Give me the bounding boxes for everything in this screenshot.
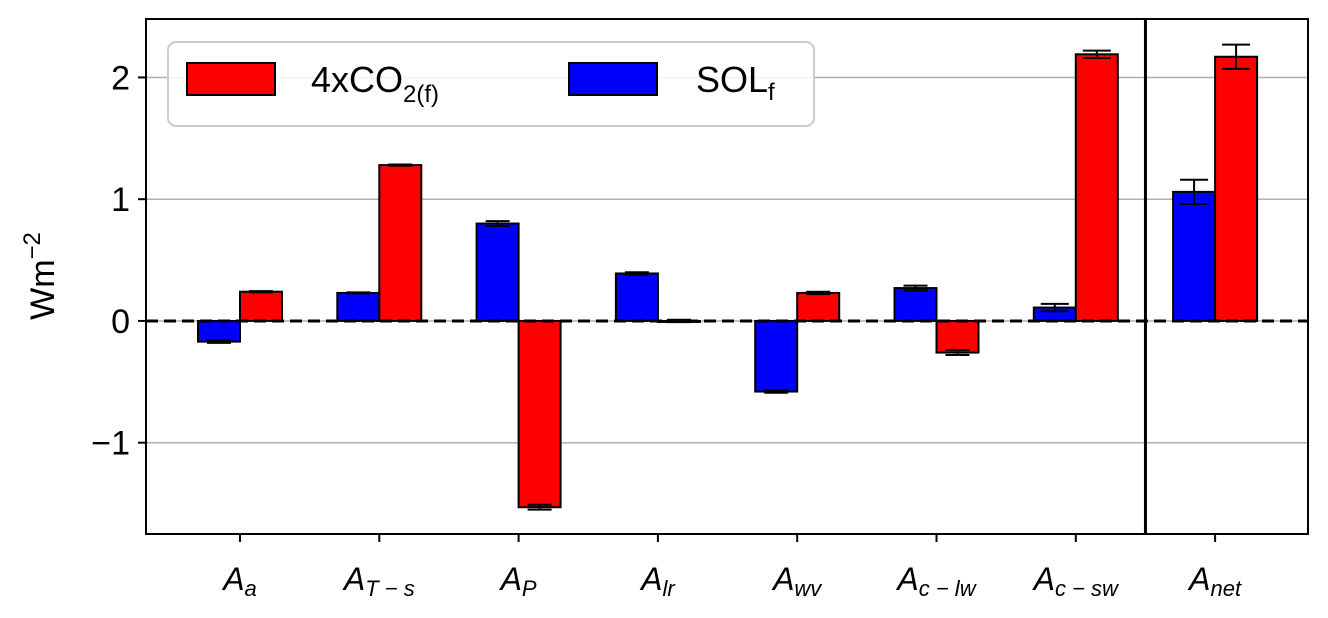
x-tick-label-main: A [639, 561, 662, 597]
x-tick-label: Awv [771, 561, 823, 601]
bar [336, 291, 381, 322]
legend-label-sol-main: SOL [696, 59, 768, 100]
x-tick-label-main: A [221, 561, 244, 597]
bar [614, 272, 659, 322]
legend: 4xCO2(f) SOLf [167, 41, 815, 127]
x-tick-label: Alr [639, 561, 676, 601]
bar [893, 287, 938, 322]
bar [1074, 53, 1119, 322]
x-tick-label-main: A [771, 561, 794, 597]
legend-label-4xco2-sub: 2(f) [403, 81, 439, 108]
legend-label-sol-sub: f [768, 79, 775, 106]
x-tick-label-sub: P [522, 576, 537, 601]
x-tick-label-main: A [1032, 561, 1055, 597]
bar [1172, 190, 1217, 322]
y-axis-label: Wm−2 [19, 232, 62, 320]
x-tick-label-main: A [1187, 561, 1210, 597]
x-tick-label-sub: wv [794, 576, 823, 601]
x-tick-label: Aa [221, 561, 257, 601]
y-axis-label-main: Wm [24, 259, 62, 319]
plot-frame [145, 18, 1309, 535]
y-axis-ticks: −1 0 1 2 [91, 59, 146, 463]
x-tick-label: AT − s [342, 561, 415, 601]
bar [239, 290, 283, 322]
x-tick-label-sub: c − lw [919, 576, 978, 601]
x-tick-label: Anet [1187, 561, 1242, 601]
x-tick-label-sub: net [1210, 576, 1241, 601]
legend-swatch-4xco2 [186, 62, 276, 96]
bar [475, 222, 520, 322]
gridlines [146, 76, 1308, 444]
x-tick-label-main: A [499, 561, 522, 597]
bar [1214, 55, 1259, 322]
x-tick-label-sub: lr [662, 576, 676, 601]
y-axis-label-sup: −2 [19, 232, 46, 259]
legend-label-sol: SOLf [696, 59, 775, 106]
bars [197, 53, 1259, 509]
x-tick-label-sub: a [245, 576, 257, 601]
y-tick-label: 1 [111, 181, 130, 219]
legend-swatch-sol [568, 62, 658, 96]
y-tick-label: 2 [111, 59, 130, 97]
bar [935, 319, 980, 354]
bar [197, 319, 241, 343]
y-tick-label: 0 [111, 303, 130, 341]
bar [517, 319, 562, 509]
x-tick-label: AP [499, 561, 537, 601]
legend-label-4xco2-main: 4xCO [311, 59, 403, 100]
bar [754, 319, 799, 393]
bar [378, 164, 423, 322]
x-axis-ticks: Aa AT − s AP Alr Awv Ac − lw Ac − sw Anet [221, 534, 1242, 601]
y-tick-label: −1 [91, 425, 130, 463]
bar [796, 291, 841, 322]
legend-label-4xco2: 4xCO2(f) [311, 59, 439, 108]
x-tick-label-sub: T − s [365, 576, 415, 601]
x-tick-label-main: A [342, 561, 365, 597]
x-tick-label-sub: c − sw [1055, 576, 1120, 601]
x-tick-label-main: A [895, 561, 918, 597]
x-tick-label: Ac − lw [895, 561, 977, 601]
x-tick-label: Ac − sw [1032, 561, 1120, 601]
